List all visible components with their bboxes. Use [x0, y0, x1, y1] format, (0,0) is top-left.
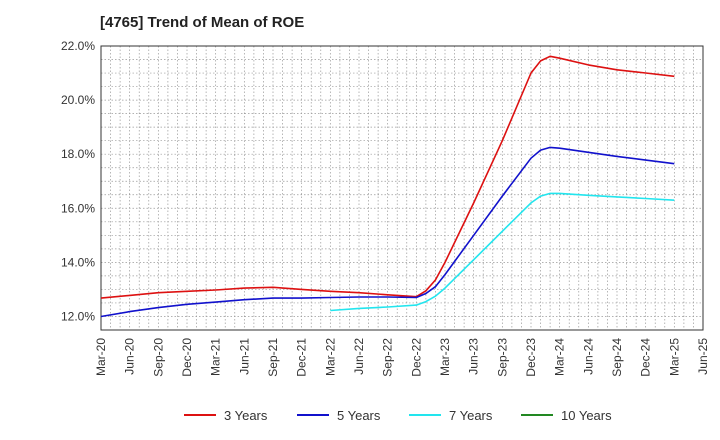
legend-label: 7 Years: [449, 408, 493, 423]
x-tick-label: Dec-22: [409, 338, 423, 377]
legend: 3 Years 5 Years 7 Years 10 Years: [184, 408, 612, 423]
x-tick-label: Sep-20: [151, 338, 165, 377]
x-tick-label: Mar-22: [323, 338, 337, 376]
x-tick-label: Sep-22: [381, 338, 395, 377]
x-tick-label: Sep-23: [495, 338, 509, 377]
series-line-3-years: [100, 55, 675, 299]
chart-title: [4765] Trend of Mean of ROE: [100, 14, 305, 31]
legend-label: 10 Years: [561, 408, 612, 423]
x-tick-label: Mar-21: [209, 338, 223, 376]
x-tick-label: Mar-25: [667, 338, 681, 376]
x-tick-label: Dec-23: [524, 338, 538, 377]
y-tick-label: 22.0%: [61, 39, 95, 53]
y-tick-label: 12.0%: [61, 309, 95, 323]
y-tick-label: 18.0%: [61, 147, 95, 161]
series-line-7-years: [330, 192, 675, 312]
series-line-5-years: [100, 146, 675, 318]
y-axis: 12.0% 14.0% 16.0% 18.0% 20.0% 22.0%: [61, 39, 95, 323]
x-tick-label: Mar-24: [553, 338, 567, 376]
series-lines: [100, 55, 675, 318]
legend-label: 3 Years: [224, 408, 268, 423]
x-tick-label: Jun-21: [237, 338, 251, 375]
x-tick-label: Jun-20: [123, 338, 137, 375]
x-tick-label: Jun-25: [696, 338, 710, 375]
x-tick-label: Dec-21: [295, 338, 309, 377]
x-tick-label: Dec-20: [180, 338, 194, 377]
x-tick-label: Jun-22: [352, 338, 366, 375]
x-tick-label: Mar-20: [94, 338, 108, 376]
x-tick-label: Dec-24: [639, 338, 653, 377]
x-axis: Mar-20 Jun-20 Sep-20 Dec-20 Mar-21 Jun-21 Sep-…: [94, 338, 710, 377]
y-tick-label: 14.0%: [61, 255, 95, 269]
x-tick-label: Jun-24: [581, 338, 595, 375]
x-tick-label: Sep-21: [266, 338, 280, 377]
y-tick-label: 20.0%: [61, 93, 95, 107]
x-tick-label: Sep-24: [610, 338, 624, 377]
x-tick-label: Jun-23: [467, 338, 481, 375]
plot-border: [100, 45, 704, 331]
legend-label: 5 Years: [337, 408, 381, 423]
y-tick-label: 16.0%: [61, 201, 95, 215]
x-tick-label: Mar-23: [438, 338, 452, 376]
plot-background: [101, 46, 703, 330]
